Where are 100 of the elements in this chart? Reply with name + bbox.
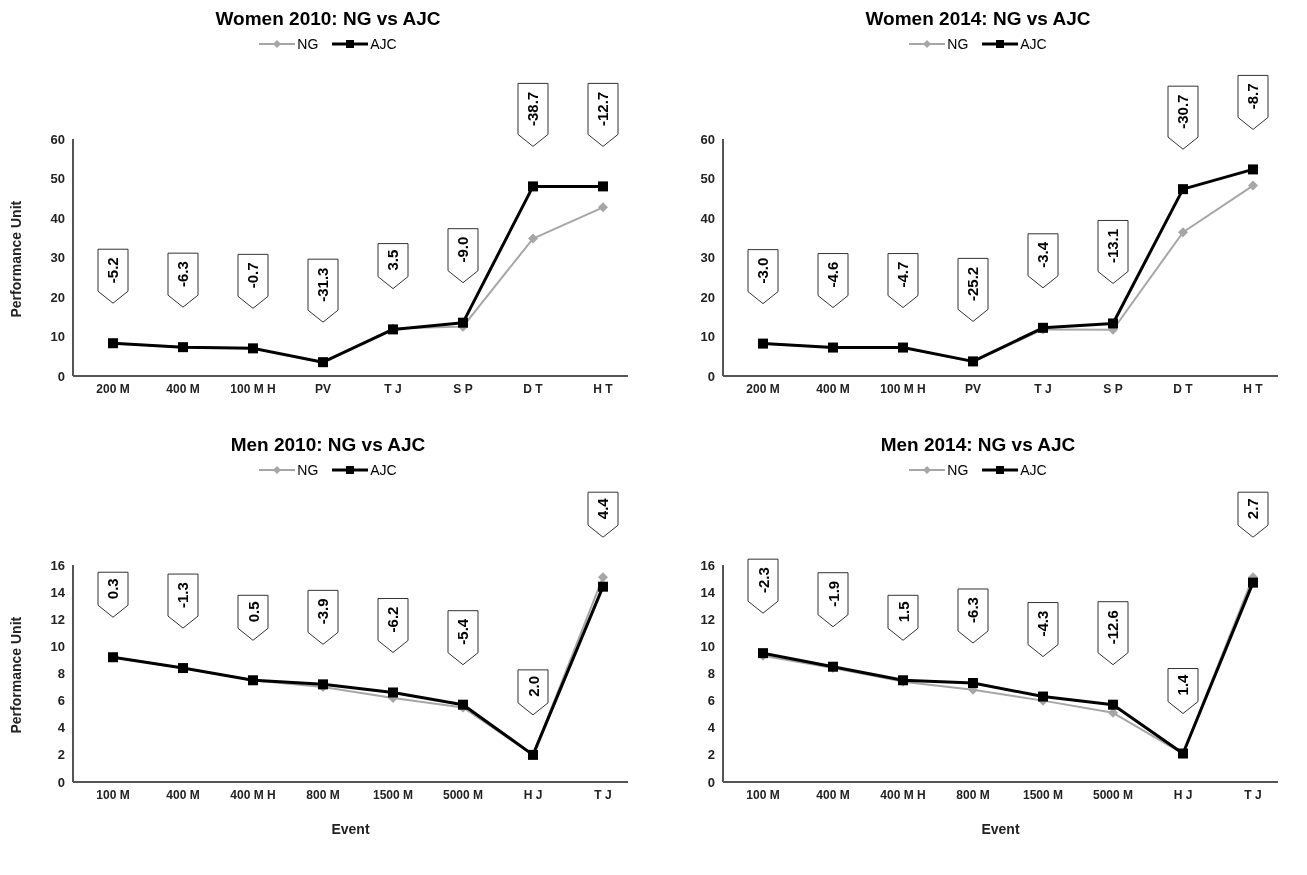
- y-tick-label: 0: [707, 774, 715, 790]
- point: [968, 677, 978, 688]
- x-axis-title: Event: [981, 821, 1020, 837]
- x-tick-label: PV: [314, 381, 332, 396]
- legend-label: NG: [297, 462, 319, 478]
- legend-label: NG: [947, 36, 969, 52]
- x-tick-label: H J: [1173, 787, 1193, 802]
- point: [1038, 691, 1048, 702]
- y-tick-label: 6: [707, 693, 715, 709]
- y-tick-label: 8: [707, 666, 715, 682]
- annotation: -31.3: [314, 267, 332, 302]
- text: -8.7: [1244, 83, 1262, 110]
- x-tick-label: T J: [1034, 381, 1052, 396]
- x-tick-label: PV: [964, 381, 982, 396]
- point: [598, 202, 608, 213]
- y-tick-label: 60: [700, 131, 715, 147]
- y-tick-label: 4: [707, 720, 716, 736]
- point: [1248, 577, 1258, 588]
- x-tick-label: S P: [1103, 381, 1123, 396]
- y-tick-label: 12: [50, 611, 65, 627]
- x-tick-label: T J: [594, 787, 612, 802]
- point: [1248, 164, 1258, 175]
- annotation: -6.3: [964, 597, 982, 623]
- y-tick-label: 6: [57, 693, 65, 709]
- y-tick-label: 14: [700, 584, 716, 600]
- annotation: 2.0: [524, 675, 542, 697]
- y-tick-label: 16: [700, 557, 715, 573]
- chart-title: Women 2014: NG vs AJC: [864, 8, 1092, 31]
- y-tick-label: 50: [50, 171, 65, 187]
- x-tick-label: 200 M: [96, 381, 130, 396]
- y-tick-label: 10: [700, 329, 715, 345]
- annotation: -5.2: [104, 257, 122, 284]
- y-tick-label: 0: [57, 368, 65, 384]
- y-tick-label: 0: [57, 774, 65, 790]
- y-tick-label: 16: [50, 557, 65, 573]
- annotation: -1.9: [824, 580, 842, 607]
- y-tick-label: 10: [700, 638, 715, 654]
- annotation: -0.7: [244, 262, 262, 289]
- point: [1178, 184, 1188, 195]
- y-tick-label: 10: [50, 638, 65, 654]
- y-tick-label: 30: [700, 250, 715, 266]
- legend-label: AJC: [1020, 36, 1047, 52]
- text: -30.7: [1174, 94, 1192, 129]
- chart-title: Women 2010: NG vs AJC: [214, 8, 442, 31]
- annotation: -3.4: [1034, 241, 1052, 268]
- y-tick-label: 20: [50, 289, 65, 305]
- point: [598, 572, 608, 583]
- chart-title: Men 2014: NG vs AJC: [879, 434, 1077, 457]
- annotation: -6.2: [384, 606, 402, 633]
- point: [528, 181, 538, 192]
- legend-label: AJC: [370, 36, 397, 52]
- text: -12.7: [594, 91, 612, 126]
- x-tick-label: T J: [1244, 787, 1262, 802]
- annotation: 1.5: [894, 601, 912, 623]
- x-tick-label: T J: [384, 381, 402, 396]
- legend-label: NG: [297, 36, 319, 52]
- x-tick-label: 400 M: [816, 381, 850, 396]
- point: [1248, 180, 1258, 191]
- y-tick-label: 30: [50, 250, 65, 266]
- y-tick-label: 50: [700, 171, 715, 187]
- text: 2.7: [1244, 498, 1262, 520]
- annotation: -4.3: [1034, 610, 1052, 637]
- annotation: -6.3: [174, 261, 192, 288]
- x-tick-label: D T: [1173, 381, 1194, 396]
- y-axis-title: Performance Unit: [7, 200, 24, 318]
- x-tick-label: H J: [523, 787, 543, 802]
- y-tick-label: 40: [700, 210, 715, 226]
- annotation: -5.4: [454, 618, 472, 645]
- point: [1108, 699, 1118, 710]
- annotation: 0.5: [244, 601, 262, 623]
- x-tick-label: 5000 M: [1092, 787, 1134, 802]
- x-tick-label: 100 M H: [230, 381, 276, 396]
- chart-title: Men 2010: NG vs AJC: [229, 434, 427, 457]
- annotation: -12.6: [1104, 610, 1122, 645]
- text: -38.7: [524, 91, 542, 126]
- point: [388, 687, 398, 698]
- x-tick-label: 400 M H: [880, 787, 926, 802]
- y-tick-label: 10: [50, 329, 65, 345]
- text: 4.4: [594, 497, 612, 520]
- annotation: -9.0: [454, 236, 472, 263]
- annotation: 3.5: [384, 249, 402, 271]
- point: [458, 317, 468, 328]
- x-tick-label: 100 M: [96, 787, 130, 802]
- x-tick-label: 5000 M: [442, 787, 484, 802]
- y-tick-label: 2: [57, 747, 65, 763]
- x-tick-label: H T: [1243, 381, 1264, 396]
- y-tick-label: 40: [50, 210, 65, 226]
- annotation: 1.4: [1174, 673, 1192, 696]
- y-tick-label: 0: [707, 368, 715, 384]
- annotation: -3.9: [314, 598, 332, 625]
- x-tick-label: 400 M: [166, 787, 200, 802]
- point: [528, 233, 538, 244]
- y-tick-label: 60: [50, 131, 65, 147]
- x-tick-label: 100 M: [746, 787, 780, 802]
- annotation: -13.1: [1104, 228, 1122, 264]
- y-tick-label: 12: [700, 611, 715, 627]
- x-tick-label: H T: [593, 381, 614, 396]
- point: [1108, 318, 1118, 329]
- annotation: -3.0: [754, 257, 772, 284]
- y-tick-label: 20: [700, 289, 715, 305]
